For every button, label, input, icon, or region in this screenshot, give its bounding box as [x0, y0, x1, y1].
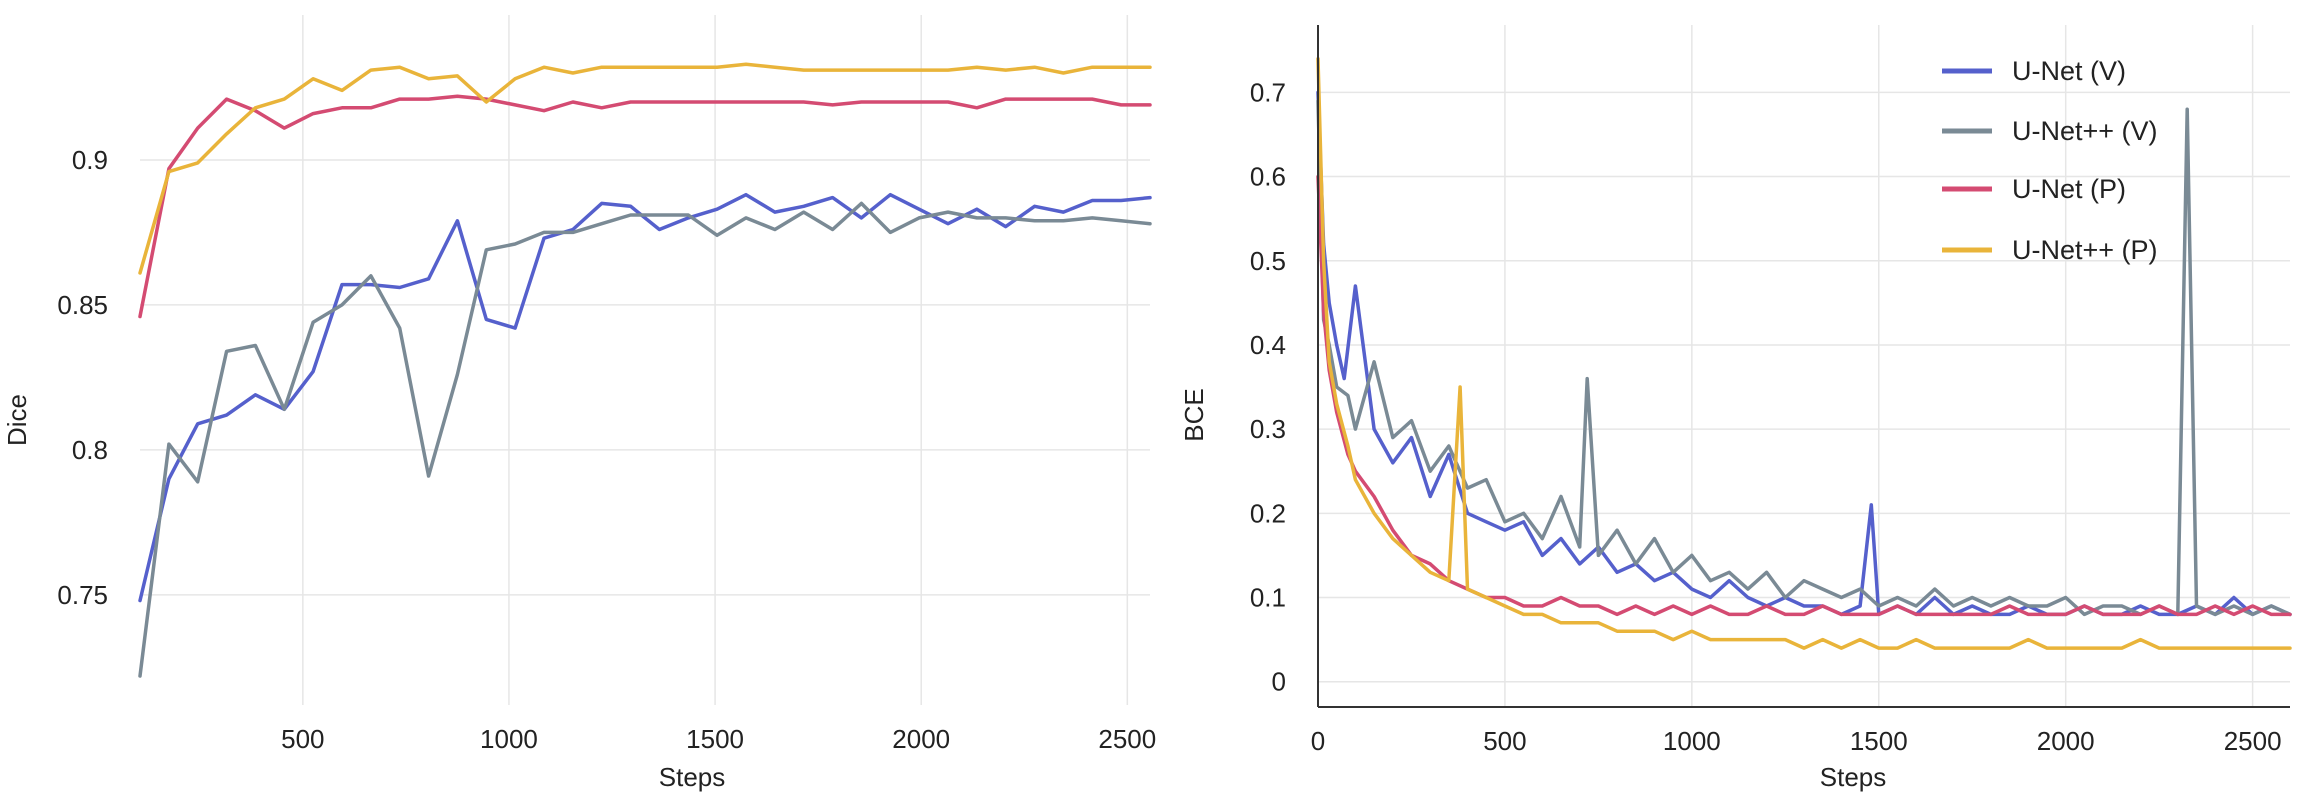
bce-x-axis-title: Steps: [1820, 762, 1887, 792]
bce-series-unet-p: [1316, 174, 2292, 617]
bce-y-tick-label: 0.2: [1250, 498, 1286, 528]
bce-y-tick-label: 0.4: [1250, 330, 1286, 360]
legend: U-Net (V) U-Net++ (V) U-Net (P) U-Net++ …: [1942, 56, 2158, 265]
dice-x-tick-label: 1500: [686, 724, 744, 754]
dice-series-unetpp-v: [138, 201, 1152, 678]
dice-series-unet-p: [138, 94, 1152, 319]
bce-x-tick-label: 1000: [1663, 726, 1721, 756]
dice-series-unet-v: [138, 192, 1152, 603]
bce-y-tick-label: 0.1: [1250, 583, 1286, 613]
dice-series-unetpp-p: [138, 62, 1152, 275]
legend-label: U-Net (V): [2012, 56, 2126, 86]
dice-y-axis-title: Dice: [2, 394, 32, 446]
bce-y-tick-label: 0.5: [1250, 246, 1286, 276]
dice-y-tick-label: 0.9: [72, 145, 108, 175]
bce-y-tick-label: 0.3: [1250, 414, 1286, 444]
legend-entry: U-Net (P): [1942, 174, 2126, 204]
legend-entry: U-Net (V): [1942, 56, 2126, 86]
bce-series-unetpp-p: [1316, 56, 2292, 650]
bce-y-axis-title: BCE: [1179, 388, 1209, 441]
bce-y-tick-label: 0.6: [1250, 162, 1286, 192]
dice-y-tick-label: 0.85: [57, 290, 108, 320]
bce-y-tick-label: 0.7: [1250, 77, 1286, 107]
bce-series-unet-v: [1316, 90, 2292, 617]
dice-x-tick-label: 1000: [480, 724, 538, 754]
legend-label: U-Net++ (P): [2012, 235, 2158, 265]
dice-y-tick-label: 0.8: [72, 435, 108, 465]
dice-x-tick-label: 2500: [1098, 724, 1156, 754]
dice-x-tick-label: 500: [281, 724, 324, 754]
legend-label: U-Net++ (V): [2012, 116, 2158, 146]
bce-x-tick-label: 2000: [2037, 726, 2095, 756]
bce-chart: 0 500 1000 1500 2000 2500 0 0.1 0.2 0.3 0.4 0.5 0.6 0…: [1179, 25, 2292, 792]
bce-x-tick-label: 500: [1483, 726, 1526, 756]
legend-entry: U-Net++ (P): [1942, 235, 2158, 265]
bce-x-tick-label: 1500: [1850, 726, 1908, 756]
bce-series-unetpp-v: [1316, 99, 2292, 617]
bce-x-tick-label: 2500: [2224, 726, 2282, 756]
legend-label: U-Net (P): [2012, 174, 2126, 204]
bce-x-tick-label: 0: [1311, 726, 1325, 756]
dice-y-tick-label: 0.75: [57, 580, 108, 610]
dice-x-tick-label: 2000: [892, 724, 950, 754]
dice-x-axis-title: Steps: [659, 762, 726, 792]
legend-entry: U-Net++ (V): [1942, 116, 2158, 146]
bce-y-tick-label: 0: [1272, 667, 1286, 697]
